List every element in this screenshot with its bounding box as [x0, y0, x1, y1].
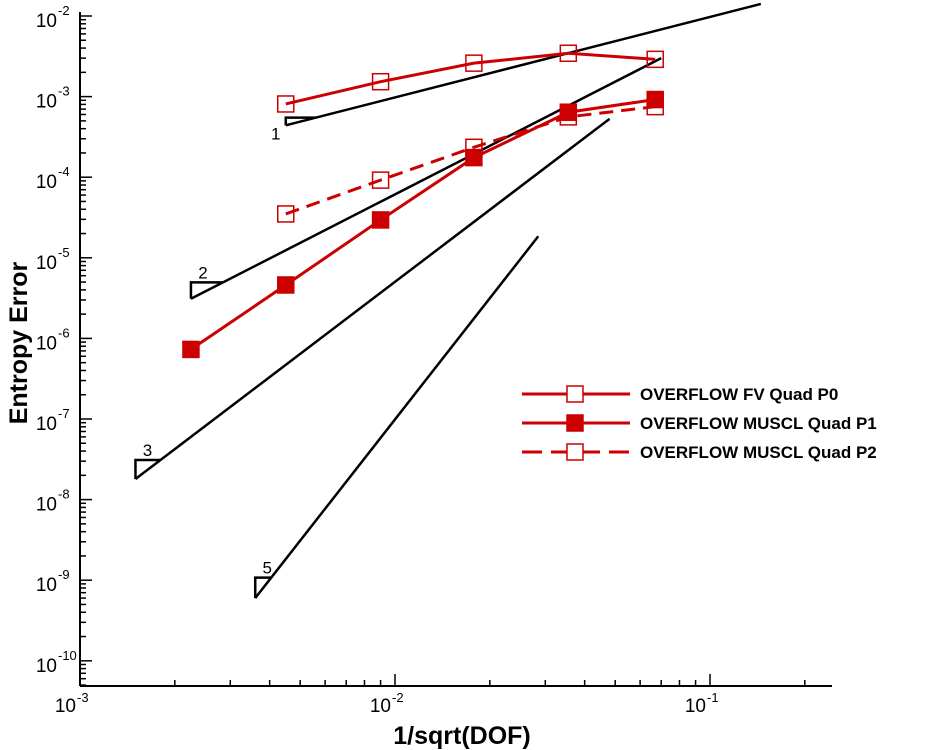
y-tick-label: 10-9 — [36, 567, 70, 596]
axes: 10 -3 10 -2 10 -110-210-310-410-510-610-710-8… — [36, 3, 832, 717]
slope-reference-1: 1 — [271, 2, 762, 143]
reference-slope-lines: 1 2 3 5 — [134, 2, 762, 599]
y-tick-base: 10 — [36, 253, 57, 274]
legend-label: OVERFLOW FV Quad P0 — [640, 385, 838, 404]
slope-line — [134, 117, 611, 481]
data-point — [277, 276, 295, 294]
data-point — [277, 95, 295, 113]
y-tick-exponent: -5 — [58, 245, 70, 260]
series-3 — [277, 97, 664, 223]
slope-reference-5: 5 — [253, 235, 540, 599]
y-tick-exponent: -2 — [58, 3, 70, 18]
slope-reference-2: 2 — [189, 57, 662, 300]
y-tick-label: 10-10 — [36, 648, 77, 677]
data-point — [371, 211, 390, 229]
data-point — [465, 138, 483, 157]
x-tick-label: 10 -1 — [685, 690, 719, 717]
data-point — [646, 97, 664, 116]
legend-marker — [566, 385, 584, 403]
x-tick-exponent: -2 — [392, 690, 404, 705]
legend-entry: OVERFLOW FV Quad P0 — [522, 385, 838, 404]
slope-label: 2 — [198, 263, 207, 282]
y-tick-exponent: -6 — [58, 325, 70, 340]
x-tick-label: 10 -2 — [370, 690, 404, 717]
y-tick-label: 10-2 — [36, 3, 70, 32]
slope-triangle — [284, 116, 316, 126]
y-tick-label: 10-4 — [36, 164, 70, 193]
y-tick-base: 10 — [36, 333, 57, 354]
legend-entry: OVERFLOW MUSCL Quad P2 — [522, 443, 877, 462]
y-tick-exponent: -3 — [58, 84, 70, 99]
slope-label: 5 — [263, 559, 272, 578]
legend-label: OVERFLOW MUSCL Quad P1 — [640, 414, 877, 433]
slope-label: 3 — [143, 441, 152, 460]
legend-marker — [566, 443, 584, 461]
y-tick-base: 10 — [36, 414, 57, 435]
series-line — [285, 51, 656, 106]
data-point — [465, 148, 483, 167]
slope-triangle — [253, 576, 272, 599]
series-line — [285, 105, 656, 216]
slope-reference-3: 3 — [134, 117, 611, 481]
y-tick-exponent: -9 — [58, 567, 70, 582]
x-tick-exponent: -3 — [77, 690, 89, 705]
x-tick-label: 10 -3 — [55, 690, 89, 717]
x-tick-base: 10 — [685, 696, 706, 717]
y-tick-base: 10 — [36, 92, 57, 113]
y-tick-base: 10 — [36, 11, 57, 32]
series-line — [190, 98, 656, 351]
slope-line — [190, 57, 662, 300]
data-point — [646, 50, 664, 69]
y-tick-exponent: -8 — [58, 487, 70, 502]
legend-marker — [566, 414, 584, 432]
legend-entry: OVERFLOW MUSCL Quad P1 — [522, 414, 877, 433]
y-tick-label: 10-8 — [36, 487, 70, 516]
y-tick-base: 10 — [36, 172, 57, 193]
legend-label: OVERFLOW MUSCL Quad P2 — [640, 443, 877, 462]
y-tick-exponent: -10 — [58, 648, 77, 663]
data-point — [182, 340, 200, 359]
legend: OVERFLOW FV Quad P0 OVERFLOW MUSCL Quad P… — [522, 385, 877, 462]
data-point — [371, 171, 390, 189]
x-tick-base: 10 — [370, 696, 391, 717]
data-point — [559, 108, 578, 126]
slope-label: 1 — [271, 124, 280, 143]
data-point — [465, 54, 483, 72]
y-tick-exponent: -4 — [58, 164, 70, 179]
x-tick-base: 10 — [55, 696, 76, 717]
slope-triangle — [134, 458, 161, 480]
y-tick-label: 10-6 — [36, 325, 70, 354]
data-point — [277, 205, 295, 223]
data-point — [371, 72, 390, 91]
data-series — [182, 44, 664, 359]
y-tick-base: 10 — [36, 495, 57, 516]
series-1 — [277, 44, 664, 113]
y-tick-label: 10-3 — [36, 84, 70, 113]
x-axis-title: 1/sqrt(DOF) — [393, 722, 531, 750]
slope-line — [254, 235, 540, 599]
y-tick-base: 10 — [36, 656, 57, 677]
y-axis-title: Entropy Error — [5, 261, 33, 424]
y-tick-base: 10 — [36, 575, 57, 596]
data-point — [559, 44, 578, 63]
y-tick-exponent: -7 — [58, 406, 70, 421]
x-tick-exponent: -1 — [707, 690, 719, 705]
slope-line — [285, 2, 762, 127]
y-tick-label: 10-5 — [36, 245, 70, 274]
y-tick-label: 10-7 — [36, 406, 70, 435]
slope-triangle — [189, 281, 223, 299]
